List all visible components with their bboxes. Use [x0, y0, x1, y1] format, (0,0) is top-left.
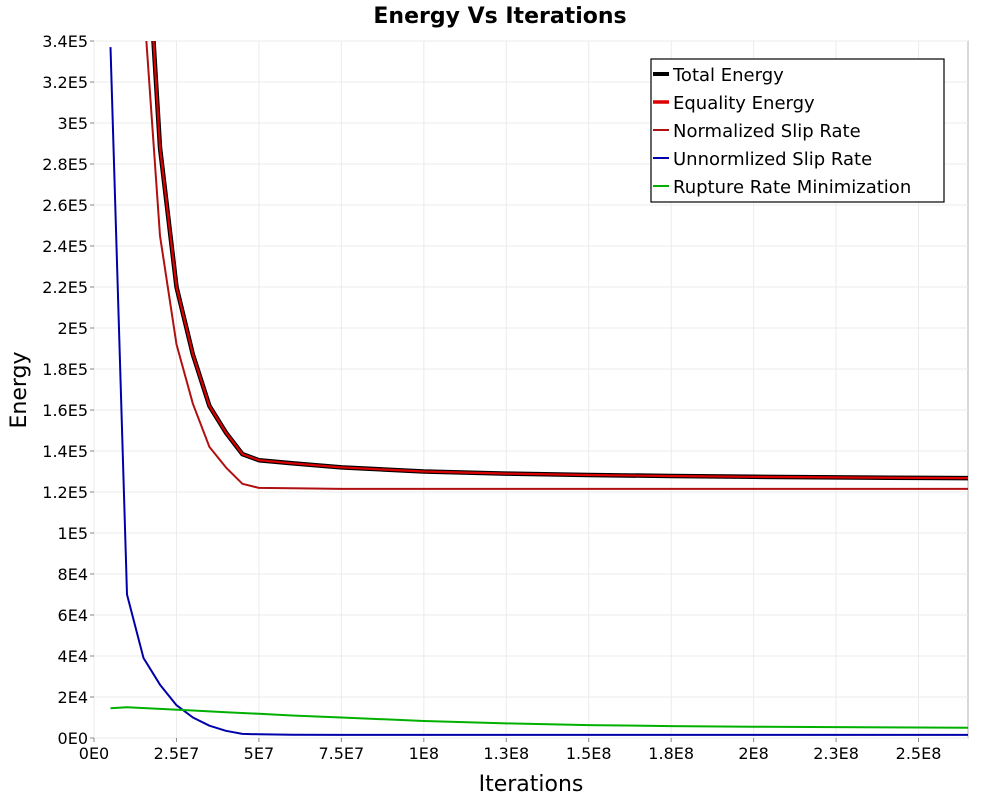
x-tick-label: 2.5E8: [896, 744, 942, 763]
y-tick-label: 6E4: [58, 606, 88, 625]
series-lines: [109, 41, 968, 736]
series-line-normalized-slip-rate: [145, 41, 968, 490]
y-tick-label: 1.8E5: [42, 360, 88, 379]
legend-label: Rupture Rate Minimization: [673, 177, 911, 198]
legend: Total Energy Equality Energy Normalized Sl…: [650, 58, 945, 203]
x-tick-label: 2.3E8: [813, 744, 859, 763]
legend-label: Total Energy: [672, 65, 784, 86]
legend-label: Unnormlized Slip Rate: [673, 149, 872, 170]
chart-title: Energy Vs Iterations: [373, 4, 626, 29]
x-tick-label: 1.8E8: [648, 744, 694, 763]
x-tick-label: 1.5E8: [566, 744, 612, 763]
legend-label: Normalized Slip Rate: [673, 121, 861, 142]
series-line-rupture-rate-minimization: [110, 706, 968, 729]
y-tick-label: 2.6E5: [42, 196, 88, 215]
y-tick-label: 1.2E5: [42, 483, 88, 502]
y-tick-label: 4E4: [58, 647, 88, 666]
y-tick-label: 2.4E5: [42, 237, 88, 256]
y-tick-label: 1.6E5: [42, 401, 88, 420]
x-tick-label: 2.5E7: [154, 744, 200, 763]
y-tick-label: 0E0: [58, 729, 88, 748]
x-tick-label: 2E8: [738, 744, 768, 763]
y-tick-label: 2E4: [58, 688, 88, 707]
y-tick-label: 2.8E5: [42, 155, 88, 174]
y-tick-label: 1E5: [58, 524, 88, 543]
legend-box: [650, 58, 945, 203]
x-axis-ticks: 0E0 2.5E7 5E7 7.5E7 1E8 1.3E8 1.5E8 1.8E8 2E8 2.3…: [79, 738, 942, 763]
y-tick-label: 2E5: [58, 319, 88, 338]
x-tick-label: 1E8: [409, 744, 439, 763]
y-tick-label: 8E4: [58, 565, 88, 584]
y-tick-label: 3E5: [58, 114, 88, 133]
x-tick-label: 1.3E8: [483, 744, 529, 763]
y-tick-label: 1.4E5: [42, 442, 88, 461]
x-tick-label: 7.5E7: [318, 744, 364, 763]
x-tick-label: 0E0: [79, 744, 109, 763]
y-tick-label: 2.2E5: [42, 278, 88, 297]
y-axis-ticks: 0E0 2E4 4E4 6E4 8E4 1E5 1.2E5 1.4E5 1.6E5 1.8E5 2E…: [42, 32, 94, 748]
y-axis-label: Energy: [7, 351, 32, 428]
series-line-unnormlized-slip-rate: [109, 47, 968, 736]
y-tick-label: 3.4E5: [42, 32, 88, 51]
grid-lines: [93, 40, 968, 739]
x-tick-label: 5E7: [244, 744, 274, 763]
legend-label: Equality Energy: [673, 93, 815, 114]
y-tick-label: 3.2E5: [42, 73, 88, 92]
series-line-equality-energy: [152, 41, 968, 480]
x-axis-label: Iterations: [479, 772, 584, 797]
